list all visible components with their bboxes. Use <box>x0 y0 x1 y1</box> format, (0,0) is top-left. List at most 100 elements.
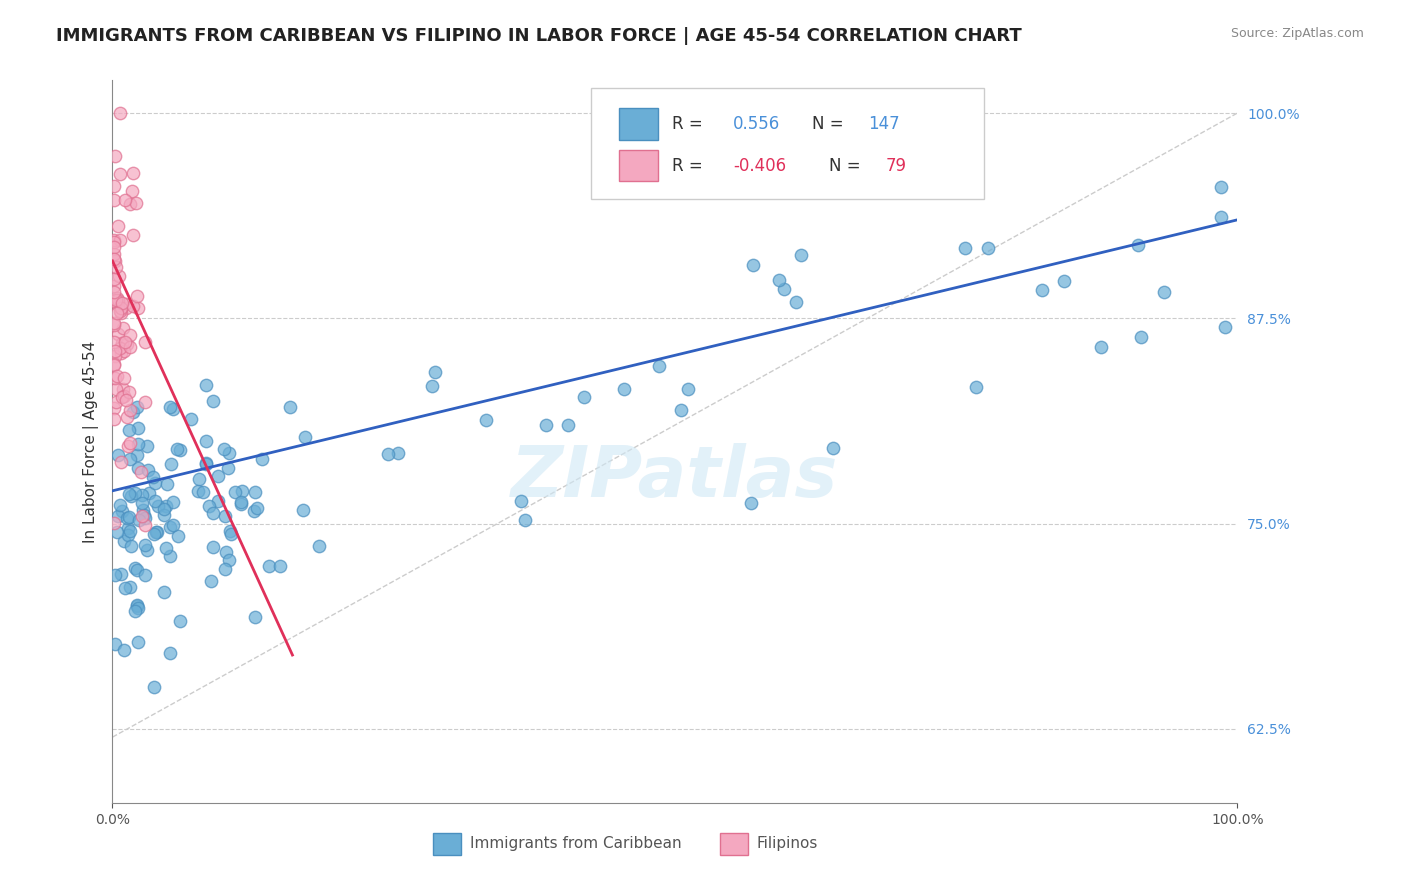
Point <box>124 604 146 618</box>
Text: N =: N = <box>813 115 849 133</box>
Point <box>127 601 149 615</box>
Point <box>162 495 184 509</box>
Point <box>153 502 176 516</box>
Point <box>132 503 155 517</box>
Point <box>107 219 129 233</box>
Point <box>114 193 136 207</box>
Point <box>201 506 224 520</box>
Point <box>245 484 267 499</box>
Point <box>1153 285 1175 299</box>
Text: R =: R = <box>672 156 707 175</box>
Point <box>118 524 141 539</box>
Point <box>132 508 155 522</box>
Point <box>103 411 125 425</box>
Point <box>131 508 153 523</box>
Point <box>112 344 135 359</box>
Point <box>115 511 138 525</box>
Point <box>180 412 202 426</box>
Point <box>125 196 148 211</box>
Point <box>231 484 253 499</box>
Point <box>115 392 138 407</box>
Point <box>534 417 557 432</box>
Point <box>108 106 131 120</box>
Point <box>103 401 125 416</box>
Point <box>510 494 533 508</box>
Point <box>105 260 128 274</box>
Point <box>135 439 157 453</box>
Point <box>103 279 125 293</box>
Point <box>114 297 136 311</box>
Text: 147: 147 <box>869 115 900 133</box>
Point <box>134 567 156 582</box>
Point <box>104 149 127 163</box>
Point <box>155 499 177 513</box>
Point <box>103 240 125 254</box>
Point <box>207 468 229 483</box>
Point <box>1053 274 1076 288</box>
Point <box>127 635 149 649</box>
Point <box>120 402 142 417</box>
Point <box>125 598 148 612</box>
Point <box>977 241 1000 255</box>
Point <box>785 295 807 310</box>
Point <box>108 268 131 283</box>
Point <box>134 394 156 409</box>
Point <box>257 559 280 574</box>
Point <box>198 499 221 513</box>
Point <box>167 529 190 543</box>
Point <box>110 504 132 518</box>
Point <box>195 457 218 471</box>
Point <box>124 486 146 500</box>
Point <box>1126 238 1149 252</box>
Point <box>243 609 266 624</box>
Point <box>159 400 181 414</box>
Point <box>169 614 191 628</box>
Point <box>191 485 214 500</box>
Point <box>142 469 165 483</box>
Point <box>104 567 127 582</box>
Point <box>143 494 166 508</box>
Point <box>387 446 409 460</box>
Point <box>112 371 135 385</box>
Point <box>377 446 399 460</box>
Point <box>155 541 177 556</box>
Point <box>121 227 143 242</box>
Point <box>134 538 156 552</box>
Point <box>118 435 141 450</box>
Point <box>669 403 692 417</box>
Point <box>278 400 301 414</box>
Point <box>134 518 156 533</box>
Point <box>108 303 131 318</box>
Text: N =: N = <box>830 156 866 175</box>
Point <box>112 389 135 403</box>
Point <box>110 346 132 360</box>
Point <box>195 377 218 392</box>
Point <box>120 452 142 467</box>
FancyBboxPatch shape <box>591 87 984 200</box>
Point <box>103 358 125 372</box>
Point <box>188 472 211 486</box>
Point <box>105 306 128 320</box>
Point <box>143 475 166 490</box>
Point <box>122 165 145 179</box>
Point <box>136 463 159 477</box>
Point <box>121 184 143 198</box>
Point <box>120 197 142 211</box>
Point <box>117 336 139 351</box>
Point <box>114 582 136 596</box>
Point <box>224 485 246 500</box>
Text: 0.556: 0.556 <box>734 115 780 133</box>
Point <box>159 520 181 534</box>
Point <box>104 637 127 651</box>
Point <box>742 258 765 272</box>
Point <box>221 527 243 541</box>
Point <box>104 349 127 363</box>
Point <box>515 513 537 527</box>
Point <box>115 301 138 315</box>
Point <box>159 549 181 563</box>
Point <box>308 539 330 553</box>
Point <box>134 335 156 350</box>
Point <box>105 369 128 384</box>
Point <box>246 501 269 516</box>
Point <box>127 301 149 315</box>
